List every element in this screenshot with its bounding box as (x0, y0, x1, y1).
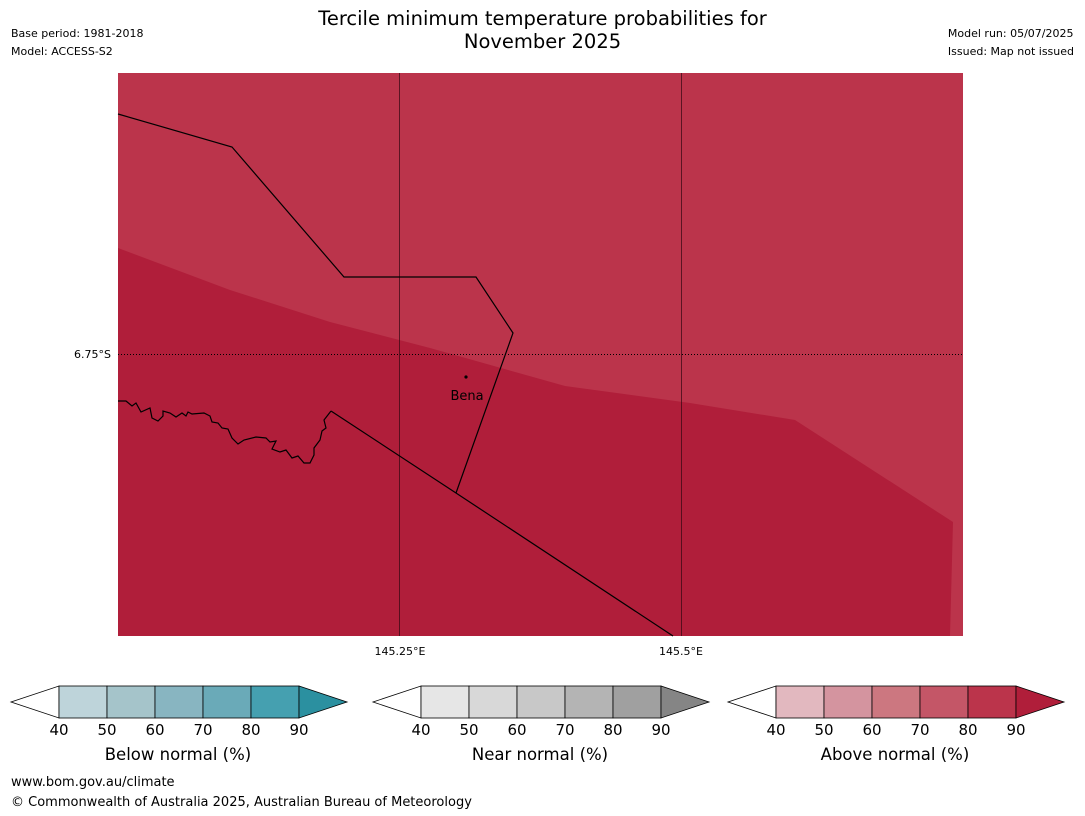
colorbar-tick-label: 80 (241, 721, 260, 739)
near-colorbar: 40 50 60 70 80 90 (371, 685, 711, 739)
legend-colorbars: 40 50 60 70 80 90 40 50 60 70 80 90 40 50 60 70 80 90 (9, 685, 1066, 739)
colorbar-tick-label: 40 (766, 721, 785, 739)
colorbar-under-triangle (726, 685, 777, 719)
model-text: Model: ACCESS-S2 (11, 45, 113, 58)
colorbar-tick-label: 90 (289, 721, 308, 739)
below-colorbar: 40 50 60 70 80 90 (9, 685, 349, 739)
colorbar-tick-label: 60 (145, 721, 164, 739)
colorbar-segment (250, 685, 300, 719)
meta-left: Base period: 1981-2018 Model: ACCESS-S2 (11, 25, 143, 61)
probability-fill-90-plus (118, 248, 953, 636)
issued-text: Issued: Map not issued (947, 45, 1074, 58)
province-boundary (117, 113, 514, 494)
colorbar-under-triangle (371, 685, 422, 719)
above-colorbar: 40 50 60 70 80 90 (726, 685, 1066, 739)
longitude-label: 145.5°E (659, 645, 703, 658)
colorbar-tick-label: 70 (555, 721, 574, 739)
above-normal-label: Above normal (%) (820, 745, 970, 764)
colorbar-tick-label: 50 (459, 721, 478, 739)
colorbar-segment (919, 685, 969, 719)
colorbar-segment (871, 685, 921, 719)
colorbar-over-triangle (1015, 685, 1066, 719)
colorbar-tick-label: 60 (862, 721, 881, 739)
colorbar-tick-label: 80 (603, 721, 622, 739)
base-period-text: Base period: 1981-2018 (11, 27, 144, 40)
colorbar-segment (775, 685, 825, 719)
colorbar-over-triangle (298, 685, 349, 719)
latitude-label: 6.75°S (74, 348, 111, 361)
near-normal-label: Near normal (%) (471, 745, 609, 764)
colorbar-segment (468, 685, 518, 719)
colorbar-segment (154, 685, 204, 719)
model-run-text: Model run: 05/07/2025 (947, 27, 1074, 40)
footer-url[interactable]: www.bom.gov.au/climate (11, 775, 175, 790)
colorbar-tick-label: 40 (411, 721, 430, 739)
colorbar-segment (420, 685, 470, 719)
colorbar-tick-label: 80 (958, 721, 977, 739)
river-line (118, 400, 332, 464)
below-normal-label: Below normal (%) (104, 745, 252, 764)
colorbar-segment (823, 685, 873, 719)
meta-right: Model run: 05/07/2025 Issued: Map not is… (948, 25, 1074, 61)
colorbar-tick-label: 90 (1006, 721, 1025, 739)
colorbar-tick-label: 90 (651, 721, 670, 739)
longitude-label: 145.25°E (375, 645, 426, 658)
colorbar-segment (202, 685, 252, 719)
colorbar-segment (967, 685, 1017, 719)
colorbar-under-triangle (9, 685, 60, 719)
colorbar-tick-label: 60 (507, 721, 526, 739)
colorbar-segment (106, 685, 156, 719)
colorbar-segment (612, 685, 662, 719)
colorbar-tick-label: 50 (97, 721, 116, 739)
colorbar-over-triangle (660, 685, 711, 719)
colorbar-tick-label: 50 (814, 721, 833, 739)
footer-copyright: © Commonwealth of Australia 2025, Austra… (11, 795, 472, 810)
colorbar-segment (516, 685, 566, 719)
town-label: Bena (450, 389, 483, 404)
colorbar-tick-label: 40 (49, 721, 68, 739)
map-area: Bena (117, 73, 963, 637)
colorbar-tick-label: 70 (910, 721, 929, 739)
colorbar-tick-label: 70 (193, 721, 212, 739)
town-marker (464, 375, 468, 379)
map-title: Tercile minimum temperature probabilitie… (318, 7, 767, 53)
colorbar-segment (564, 685, 614, 719)
colorbar-segment (58, 685, 108, 719)
province-boundary (330, 410, 674, 637)
